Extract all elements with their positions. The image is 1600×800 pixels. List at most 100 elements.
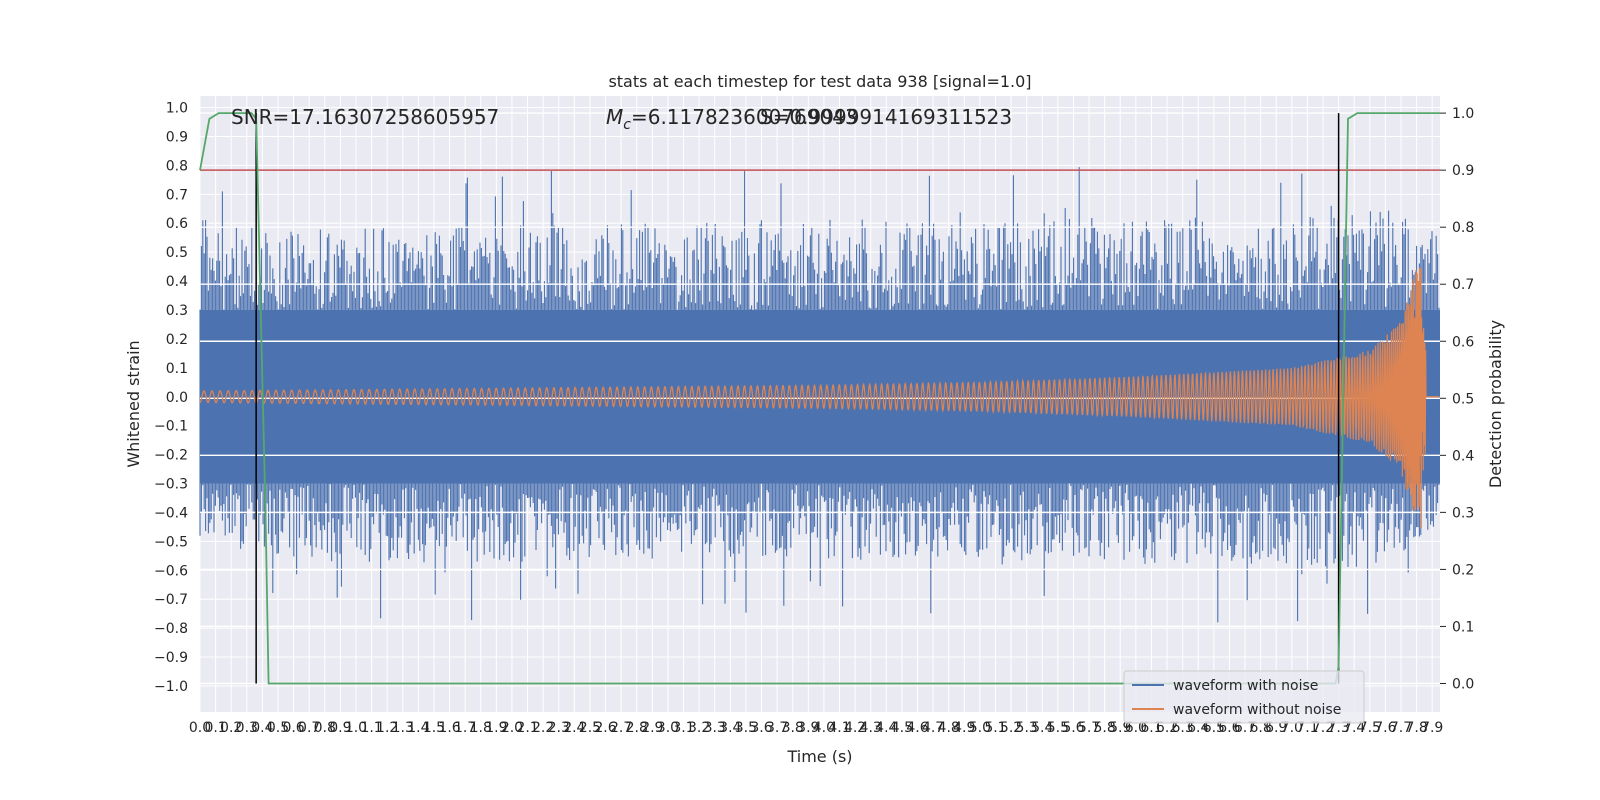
waveform-without-noise-series bbox=[199, 267, 1440, 529]
y-tick-label: −0.9 bbox=[154, 650, 188, 666]
y-axis-ticks: 1.0 0.9 0.8 0.7 0.6 0.5 0.4 0.3 0.2 0.1 0.0 −0.1 −0.… bbox=[154, 101, 188, 695]
x-tick-label: 3.2 bbox=[688, 720, 710, 736]
x-tick-label: 7.1 bbox=[1296, 720, 1318, 736]
x-tick-label: 0.2 bbox=[220, 720, 242, 736]
legend-box bbox=[1123, 670, 1365, 724]
y-tick-label: 1.0 bbox=[166, 101, 188, 117]
detection-probability-series bbox=[199, 112, 1440, 685]
x-tick-label: 4.9 bbox=[953, 720, 975, 736]
legend: waveform with noise waveform without noi… bbox=[1123, 670, 1365, 724]
x-tick-label: 2.6 bbox=[594, 720, 616, 736]
overlap-annotation: S=0.9999914169311523 bbox=[760, 105, 1012, 129]
y2-tick-label: 0.7 bbox=[1452, 277, 1474, 293]
x-tick-label: 6.1 bbox=[1140, 720, 1162, 736]
y-tick-label: −0.8 bbox=[154, 621, 188, 637]
x-tick-label: 4.8 bbox=[938, 720, 960, 736]
x-tick-label: 0.6 bbox=[282, 720, 304, 736]
x-tick-label: 1.7 bbox=[454, 720, 476, 736]
y2-tick-label: 0.9 bbox=[1452, 163, 1474, 179]
y-tick-label: −0.4 bbox=[154, 505, 188, 521]
y2-tick-label: 1.0 bbox=[1452, 106, 1474, 122]
y2-tick-label: 0.3 bbox=[1452, 505, 1474, 521]
x-tick-label: 2.7 bbox=[610, 720, 632, 736]
y-tick-label: −0.6 bbox=[154, 563, 188, 579]
x-tick-label: 3.8 bbox=[782, 720, 804, 736]
y-tick-label: −0.7 bbox=[154, 592, 188, 608]
y-tick-label: 0.9 bbox=[166, 129, 188, 145]
x-tick-label: 6.6 bbox=[1218, 720, 1240, 736]
y-tick-label: 0.0 bbox=[166, 390, 188, 406]
x-tick-label: 4.2 bbox=[844, 720, 866, 736]
y-tick-label: −0.5 bbox=[154, 534, 188, 550]
x-tick-label: 0.1 bbox=[204, 720, 226, 736]
y2-tick-label: 0.0 bbox=[1452, 676, 1474, 692]
y-tick-label: 0.2 bbox=[166, 332, 188, 348]
y2-tick-label: 0.5 bbox=[1452, 391, 1474, 407]
y2-tick-label: 0.4 bbox=[1452, 448, 1474, 464]
x-tick-label: 0.3 bbox=[236, 720, 258, 736]
x-tick-label: 5.5 bbox=[1047, 720, 1069, 736]
y-tick-label: 0.3 bbox=[166, 303, 188, 319]
x-tick-label: 4.3 bbox=[860, 720, 882, 736]
x-tick-label: 6.5 bbox=[1203, 720, 1225, 736]
x-tick-label: 1.8 bbox=[470, 720, 492, 736]
x-tick-label: 0.5 bbox=[267, 720, 289, 736]
x-tick-label: 3.9 bbox=[797, 720, 819, 736]
x-tick-label: 0.0 bbox=[189, 720, 211, 736]
y-tick-label: −0.3 bbox=[154, 477, 188, 493]
y2-tick-label: 0.8 bbox=[1452, 220, 1474, 236]
y-tick-label: 0.1 bbox=[166, 361, 188, 377]
x-tick-label: 2.2 bbox=[532, 720, 554, 736]
x-tick-label: 3.7 bbox=[766, 720, 788, 736]
x-tick-label: 3.4 bbox=[719, 720, 741, 736]
chart-title: stats at each timestep for test data 938… bbox=[608, 72, 1031, 91]
x-tick-label: 7.9 bbox=[1421, 720, 1443, 736]
x-tick-label: 1.2 bbox=[376, 720, 398, 736]
chirp-mass-value: =6.117823600769043 bbox=[631, 105, 858, 129]
x-tick-label: 3.3 bbox=[704, 720, 726, 736]
x-tick-label: 2.3 bbox=[548, 720, 570, 736]
x-tick-label: 7.3 bbox=[1327, 720, 1349, 736]
chirp-mass-annotation: Mc=6.117823600769043 bbox=[606, 105, 858, 133]
y-tick-label: 0.6 bbox=[166, 216, 188, 232]
x-tick-label: 4.1 bbox=[828, 720, 850, 736]
x-tick-label: 5.0 bbox=[969, 720, 991, 736]
chirp-line bbox=[199, 267, 1440, 529]
y-tick-label: −1.0 bbox=[154, 679, 188, 695]
y2-axis-label: Detection probability bbox=[1486, 320, 1505, 488]
legend-label-clean: waveform without noise bbox=[1173, 702, 1341, 718]
x-tick-label: 1.3 bbox=[392, 720, 414, 736]
x-tick-label: 1.9 bbox=[485, 720, 507, 736]
x-tick-label: 2.1 bbox=[516, 720, 538, 736]
x-tick-label: 5.1 bbox=[984, 720, 1006, 736]
x-tick-label: 2.0 bbox=[501, 720, 523, 736]
x-tick-label: 2.5 bbox=[579, 720, 601, 736]
legend-label-noisy: waveform with noise bbox=[1173, 678, 1318, 694]
x-tick-label: 7.2 bbox=[1312, 720, 1334, 736]
x-tick-label: 2.8 bbox=[626, 720, 648, 736]
x-tick-label: 7.7 bbox=[1390, 720, 1412, 736]
x-tick-label: 0.4 bbox=[251, 720, 273, 736]
y-tick-label: −0.2 bbox=[154, 448, 188, 464]
x-tick-label: 6.2 bbox=[1156, 720, 1178, 736]
x-tick-label: 4.4 bbox=[875, 720, 897, 736]
y2-tick-label: 0.6 bbox=[1452, 334, 1474, 350]
x-tick-label: 7.6 bbox=[1374, 720, 1396, 736]
y-tick-label: 0.8 bbox=[166, 158, 188, 174]
y2-tick-label: 0.1 bbox=[1452, 619, 1474, 635]
x-tick-label: 5.7 bbox=[1078, 720, 1100, 736]
snr-annotation: SNR=17.16307258605957 bbox=[231, 105, 499, 129]
x-tick-label: 5.3 bbox=[1016, 720, 1038, 736]
x-tick-label: 1.5 bbox=[423, 720, 445, 736]
x-tick-label: 1.4 bbox=[407, 720, 429, 736]
y-tick-label: 0.5 bbox=[166, 245, 188, 261]
x-tick-label: 4.0 bbox=[813, 720, 835, 736]
x-tick-label: 4.5 bbox=[891, 720, 913, 736]
x-tick-label: 0.8 bbox=[314, 720, 336, 736]
x-tick-label: 5.6 bbox=[1062, 720, 1084, 736]
y2-axis-ticks: 1.0 0.9 0.8 0.7 0.6 0.5 0.4 0.3 0.2 0.1 0.0 bbox=[1440, 106, 1474, 692]
x-tick-label: 7.4 bbox=[1343, 720, 1365, 736]
x-tick-label: 3.1 bbox=[672, 720, 694, 736]
